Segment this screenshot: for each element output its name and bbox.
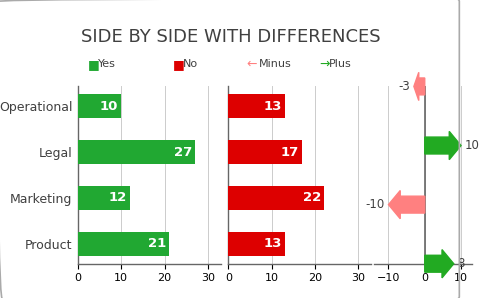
Text: Minus: Minus (258, 59, 291, 69)
Text: -10: -10 (365, 198, 384, 211)
Text: 12: 12 (108, 192, 127, 204)
Text: 22: 22 (302, 192, 320, 204)
Text: -3: -3 (397, 80, 409, 93)
Text: 10: 10 (100, 100, 118, 113)
Text: 13: 13 (263, 100, 281, 113)
Bar (228, 140, 302, 164)
Text: ←: ← (245, 58, 256, 71)
Bar (228, 94, 284, 118)
Text: 8: 8 (457, 257, 464, 270)
Bar (228, 186, 323, 210)
Bar (228, 232, 284, 256)
Text: 10: 10 (464, 139, 479, 152)
Text: Plus: Plus (328, 59, 351, 69)
Bar (78, 232, 168, 256)
Bar (78, 186, 130, 210)
Text: ■: ■ (88, 58, 99, 71)
Text: Yes: Yes (98, 59, 116, 69)
FancyArrow shape (388, 190, 424, 219)
Text: 21: 21 (147, 237, 165, 250)
Text: 17: 17 (280, 146, 299, 159)
FancyArrow shape (424, 250, 453, 278)
FancyArrow shape (424, 131, 460, 160)
Bar (78, 140, 194, 164)
Text: 27: 27 (173, 146, 191, 159)
Text: ■: ■ (173, 58, 184, 71)
Text: No: No (183, 59, 198, 69)
Text: →: → (318, 58, 329, 71)
Text: 13: 13 (263, 237, 281, 250)
FancyArrow shape (413, 72, 424, 100)
Bar (78, 94, 121, 118)
Text: SIDE BY SIDE WITH DIFFERENCES: SIDE BY SIDE WITH DIFFERENCES (81, 28, 380, 46)
